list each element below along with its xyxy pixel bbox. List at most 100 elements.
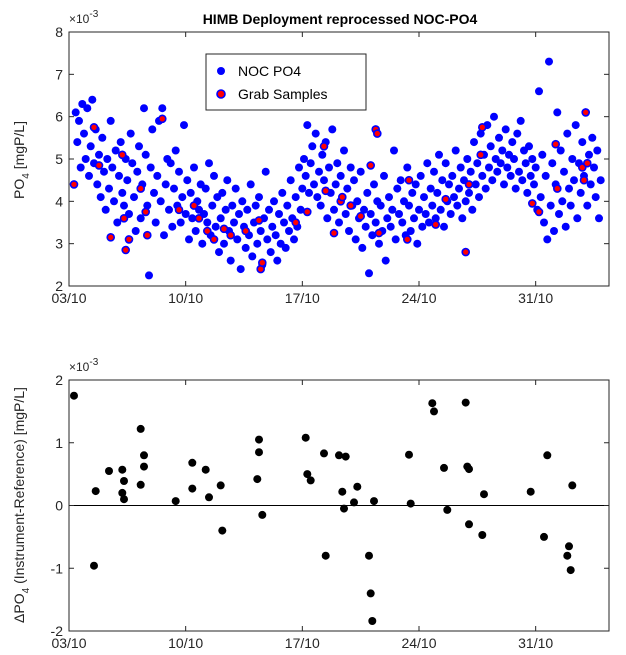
bottom-series-0-point xyxy=(430,407,438,416)
top-xtick-label: 03/10 xyxy=(51,290,86,306)
top-series-0-point xyxy=(395,210,403,218)
bottom-series-0-point xyxy=(370,497,378,506)
top-series-0-point xyxy=(220,239,228,248)
top-series-0-point xyxy=(375,239,383,248)
top-series-1-point xyxy=(226,230,235,240)
top-series-0-point xyxy=(540,218,548,227)
bottom-series-0-point xyxy=(301,433,310,442)
top-series-0-point xyxy=(191,227,200,235)
bottom-series-0-point xyxy=(443,505,452,514)
bottom-series-0-point xyxy=(365,551,373,560)
top-series-1-point xyxy=(441,194,451,204)
top-series-0-point xyxy=(165,205,173,214)
top-series-0-point xyxy=(316,201,325,210)
top-series-0-point xyxy=(81,155,90,163)
bottom-ytick-label: 2 xyxy=(55,372,63,388)
top-series-0-point xyxy=(290,235,298,244)
top-series-0-point xyxy=(283,201,292,210)
top-series-0-point xyxy=(531,163,540,172)
top-series-0-point xyxy=(343,184,352,193)
top-series-1-point xyxy=(119,214,129,223)
top-series-0-point xyxy=(436,205,445,214)
top-series-0-point xyxy=(270,197,278,206)
top-series-1-point xyxy=(366,161,376,170)
top-series-0-point xyxy=(303,121,312,130)
bottom-xtick-label: 03/10 xyxy=(51,635,86,651)
top-series-0-point xyxy=(370,180,378,189)
chart-title: HIMB Deployment reprocessed NOC-PO4 xyxy=(203,11,478,27)
top-series-0-point xyxy=(130,193,138,202)
top-series-0-point xyxy=(426,184,435,193)
top-series-0-point xyxy=(538,150,547,159)
top-series-0-point xyxy=(100,167,108,176)
top-series-0-point xyxy=(281,243,290,252)
top-series-0-point xyxy=(561,222,570,231)
bottom-series-0-point xyxy=(340,504,348,513)
bottom-series-0-point xyxy=(461,398,470,407)
top-series-0-point xyxy=(186,188,195,197)
top-series-0-point xyxy=(248,252,257,261)
top-series-0-point xyxy=(371,218,380,227)
bottom-series-0-point xyxy=(526,487,535,496)
top-series-0-point xyxy=(350,176,358,185)
top-series-0-point xyxy=(528,155,537,163)
top-series-0-point xyxy=(496,159,505,168)
top-series-0-point xyxy=(403,163,412,172)
top-series-1-point xyxy=(189,201,199,210)
top-series-0-point xyxy=(215,248,223,257)
bottom-series-0-point xyxy=(405,450,413,459)
top-series-0-point xyxy=(223,176,232,185)
top-series-0-point xyxy=(115,171,123,180)
top-series-0-point xyxy=(495,133,503,142)
top-series-0-point xyxy=(393,184,402,193)
top-series-1-point xyxy=(241,226,250,236)
bottom-series-0-point xyxy=(140,462,148,471)
top-series-0-point xyxy=(273,256,282,265)
top-series-0-point xyxy=(160,231,168,240)
top-series-0-point xyxy=(253,239,262,248)
top-series-0-point xyxy=(243,205,252,214)
top-series-1-point xyxy=(106,233,115,242)
top-series-0-point xyxy=(205,159,213,168)
bottom-series-0-point xyxy=(136,424,145,433)
top-series-1-point xyxy=(402,235,412,244)
top-series-0-point xyxy=(453,201,462,210)
top-series-0-point xyxy=(345,227,353,235)
top-series-0-point xyxy=(158,104,167,113)
top-series-0-point xyxy=(503,163,512,172)
top-series-0-point xyxy=(571,121,580,130)
top-series-0-point xyxy=(278,188,287,197)
top-series-0-point xyxy=(361,222,370,231)
bottom-panel: ×10-3 ΔPO4 (Instrument-Reference) [mgP/L… xyxy=(11,357,610,651)
top-series-0-point xyxy=(421,210,430,218)
top-series-0-point xyxy=(418,222,427,231)
top-series-0-point xyxy=(555,210,563,218)
top-series-0-point xyxy=(113,218,122,227)
top-series-0-point xyxy=(543,235,552,244)
top-series-0-point xyxy=(118,188,127,197)
top-series-0-point xyxy=(430,167,438,176)
bottom-series-0-point xyxy=(428,399,437,408)
bottom-axes: -2 -1 0 1 2 03/10 10/10 17/10 24/10 31/10 xyxy=(51,372,610,651)
top-series-0-point xyxy=(101,205,110,214)
bottom-exponent-power: -3 xyxy=(89,357,98,368)
top-series-0-point xyxy=(216,214,225,223)
top-series-0-point xyxy=(111,146,120,155)
top-series-0-point xyxy=(83,104,92,113)
top-series-0-point xyxy=(545,57,553,66)
bottom-series-0-point xyxy=(565,542,573,551)
top-series-0-point xyxy=(310,180,318,189)
top-series-0-point xyxy=(526,171,535,180)
top-ytick-label: 5 xyxy=(55,151,63,167)
top-series-0-point xyxy=(535,87,543,96)
top-series-0-point xyxy=(471,180,480,189)
top-series-0-point xyxy=(153,171,162,180)
top-series-0-point xyxy=(550,227,558,235)
top-series-0-point xyxy=(485,163,493,172)
bottom-ylabel-rest: (Instrument-Reference) [mgP/L] xyxy=(11,387,27,588)
top-series-0-point xyxy=(438,176,447,185)
top-series-0-point xyxy=(461,197,470,206)
bottom-series-0-point xyxy=(465,520,473,529)
bottom-series-0-point xyxy=(188,484,197,493)
top-series-0-point xyxy=(428,201,437,210)
